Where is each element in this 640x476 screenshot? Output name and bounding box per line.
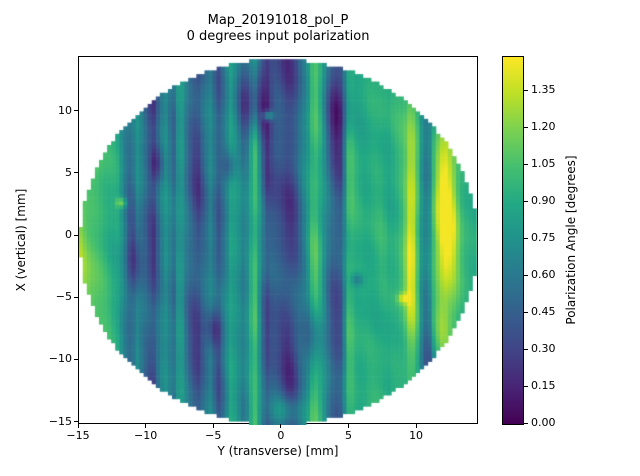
x-tick-label: −5: [205, 429, 222, 442]
y-tick-mark: [74, 296, 78, 298]
colorbar-tick-mark: [524, 385, 528, 387]
x-tick-mark: [145, 424, 147, 428]
polarization-heatmap-canvas: [79, 57, 479, 425]
x-tick-mark: [77, 424, 79, 428]
colorbar-tick-mark: [524, 126, 528, 128]
colorbar-tick-label: 1.05: [531, 157, 556, 171]
colorbar-tick-mark: [524, 422, 528, 424]
colorbar-tick-mark: [524, 348, 528, 350]
colorbar-tick-mark: [524, 163, 528, 165]
chart-title-line1: Map_20191018_pol_P: [207, 13, 349, 28]
y-tick-label: 5: [65, 165, 72, 179]
y-axis-label: X (vertical) [mm]: [14, 188, 28, 292]
x-tick-label: −15: [66, 429, 90, 442]
x-tick-label: −10: [134, 429, 158, 442]
colorbar-tick-label: 0.90: [531, 194, 556, 208]
y-tick-label: −15: [48, 414, 72, 428]
chart-title-line2: 0 degrees input polarization: [186, 29, 370, 45]
colorbar-tick-label: 0.60: [531, 268, 556, 282]
x-tick-label: 0: [277, 429, 285, 442]
colorbar-tick-mark: [524, 237, 528, 239]
colorbar-tick-label: 0.30: [531, 342, 556, 356]
colorbar-tick-label: 1.20: [531, 120, 556, 134]
y-tick-label: −5: [55, 290, 72, 304]
colorbar-tick-label: 0.15: [531, 379, 556, 393]
y-tick-mark: [74, 358, 78, 360]
colorbar-tick-label: 0.45: [531, 305, 556, 319]
colorbar-label: Polarization Angle [degrees]: [564, 155, 578, 325]
y-tick-label: −10: [48, 352, 72, 366]
colorbar-tick-label: 1.35: [531, 83, 556, 97]
y-tick-label: 10: [58, 103, 72, 117]
colorbar-tick-mark: [524, 274, 528, 276]
x-tick-mark: [280, 424, 282, 428]
y-tick-mark: [74, 110, 78, 112]
x-tick-mark: [415, 424, 417, 428]
y-tick-mark: [74, 172, 78, 174]
x-tick-label: 10: [409, 429, 424, 442]
colorbar-tick-label: 0.75: [531, 231, 556, 245]
colorbar: [502, 56, 524, 425]
x-tick-mark: [212, 424, 214, 428]
x-tick-mark: [347, 424, 349, 428]
colorbar-tick-mark: [524, 311, 528, 313]
chart-title: Map_20191018_pol_P 0 degrees input polar…: [78, 13, 478, 46]
y-tick-mark: [74, 421, 78, 422]
x-tick-label: 5: [344, 429, 352, 442]
y-tick-label: 0: [65, 228, 72, 242]
plot-area: [78, 56, 479, 425]
colorbar-tick-mark: [524, 200, 528, 202]
colorbar-tick-mark: [524, 89, 528, 91]
x-axis-label: Y (transverse) [mm]: [217, 444, 339, 458]
colorbar-tick-label: 0.00: [531, 416, 556, 429]
y-tick-mark: [74, 234, 78, 236]
